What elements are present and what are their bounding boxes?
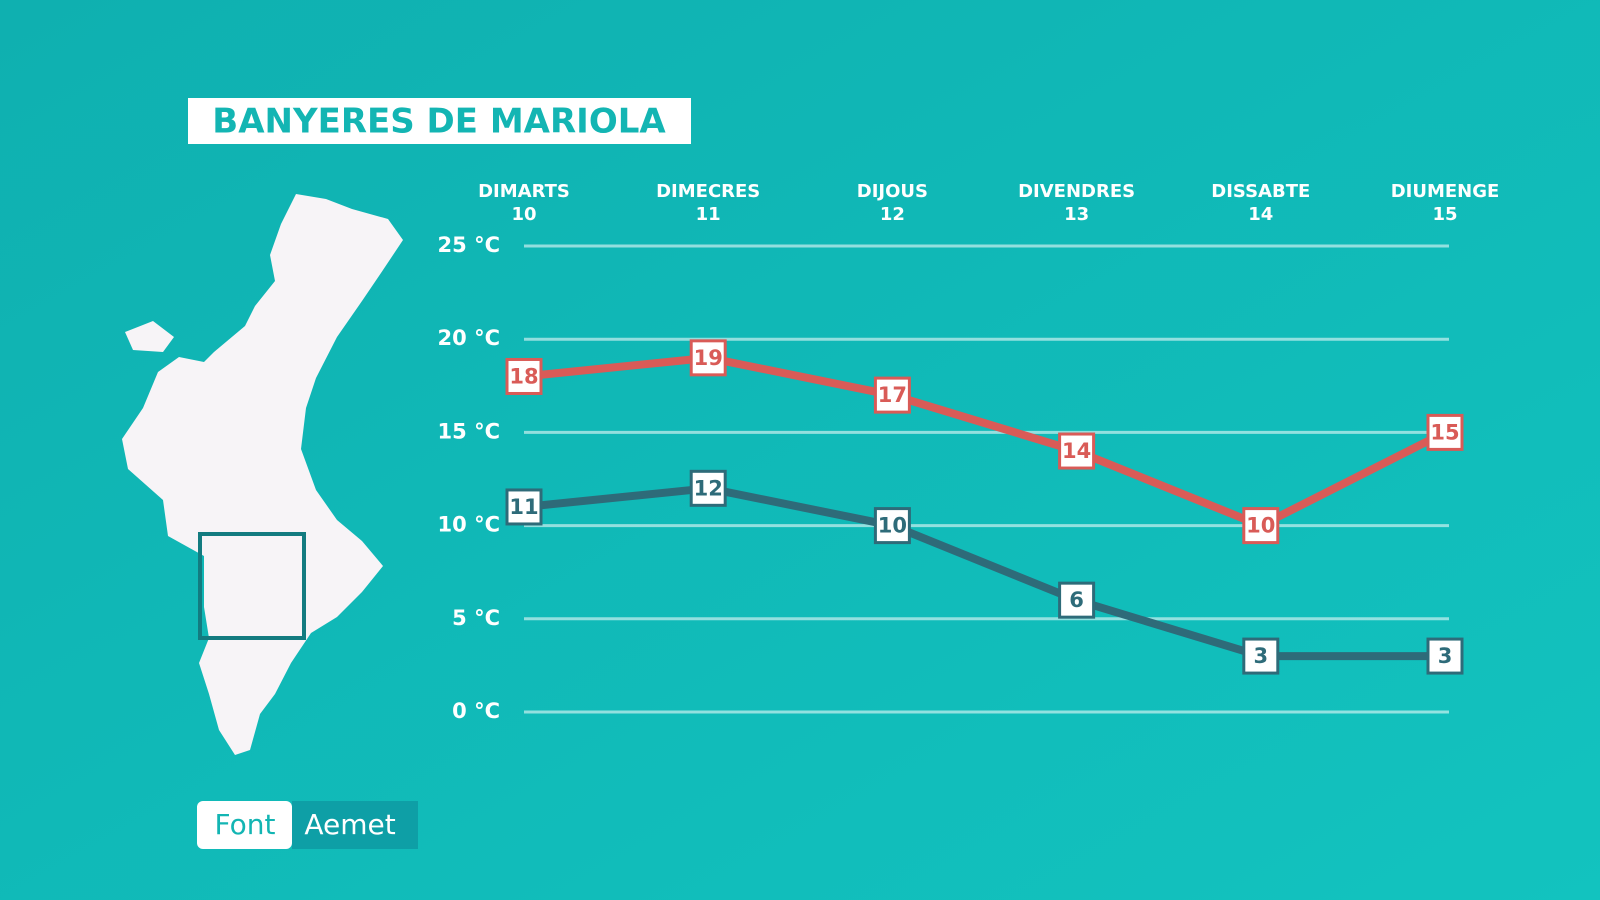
x-tick-label: DIMECRES [656, 181, 760, 202]
point-marker [1242, 637, 1280, 675]
x-tick-label: DIMARTS [478, 181, 570, 202]
point-marker [1426, 413, 1464, 451]
chart-title: BANYERES DE MARIOLA [212, 102, 666, 142]
data-label: 14 [1062, 439, 1091, 463]
x-tick-date: 14 [1248, 204, 1273, 225]
source-value-box [292, 801, 418, 849]
x-tick-label: DIUMENGE [1391, 181, 1500, 202]
y-tick-label: 5 °C [452, 606, 500, 630]
x-tick-date: 15 [1432, 204, 1457, 225]
y-tick-label: 0 °C [452, 699, 500, 723]
series-line [523, 484, 1445, 661]
data-label: 17 [878, 383, 907, 407]
y-tick-label: 10 °C [438, 513, 500, 537]
point-marker [873, 507, 911, 545]
x-tick-date: 13 [1064, 204, 1089, 225]
data-label: 12 [694, 476, 723, 500]
point-marker [873, 376, 911, 414]
source-label: Font [215, 808, 276, 841]
y-tick-label: 25 °C [438, 233, 500, 257]
source-value: Aemet [304, 808, 395, 841]
data-label: 18 [509, 364, 538, 388]
series-line [523, 353, 1447, 530]
map-shape [122, 194, 403, 755]
x-tick-date: 11 [696, 204, 721, 225]
data-label: 19 [694, 346, 723, 370]
x-tick-label: DIJOUS [857, 181, 928, 202]
y-tick-label: 20 °C [438, 326, 500, 350]
data-label: 3 [1253, 644, 1268, 668]
map-island [125, 321, 174, 352]
point-marker [1242, 507, 1280, 545]
data-label: 15 [1430, 420, 1459, 444]
y-tick-label: 15 °C [438, 419, 500, 443]
region-map [122, 194, 403, 755]
x-tick-label: DISSABTE [1211, 181, 1310, 202]
x-tick-label: DIVENDRES [1018, 181, 1135, 202]
x-tick-date: 12 [880, 204, 905, 225]
source-label-box [197, 801, 292, 849]
point-marker [505, 488, 543, 526]
title-box [188, 98, 691, 144]
point-marker [1058, 432, 1096, 470]
data-label: 6 [1069, 588, 1084, 612]
data-label: 10 [1246, 514, 1275, 538]
area-marker [198, 532, 306, 640]
data-label: 11 [509, 495, 538, 519]
x-tick-date: 10 [511, 204, 536, 225]
data-label: 3 [1438, 644, 1453, 668]
point-marker [689, 339, 727, 377]
point-marker [1426, 637, 1464, 675]
point-marker [1058, 581, 1096, 619]
data-label: 10 [878, 514, 907, 538]
point-marker [689, 469, 727, 507]
point-marker [505, 357, 543, 395]
